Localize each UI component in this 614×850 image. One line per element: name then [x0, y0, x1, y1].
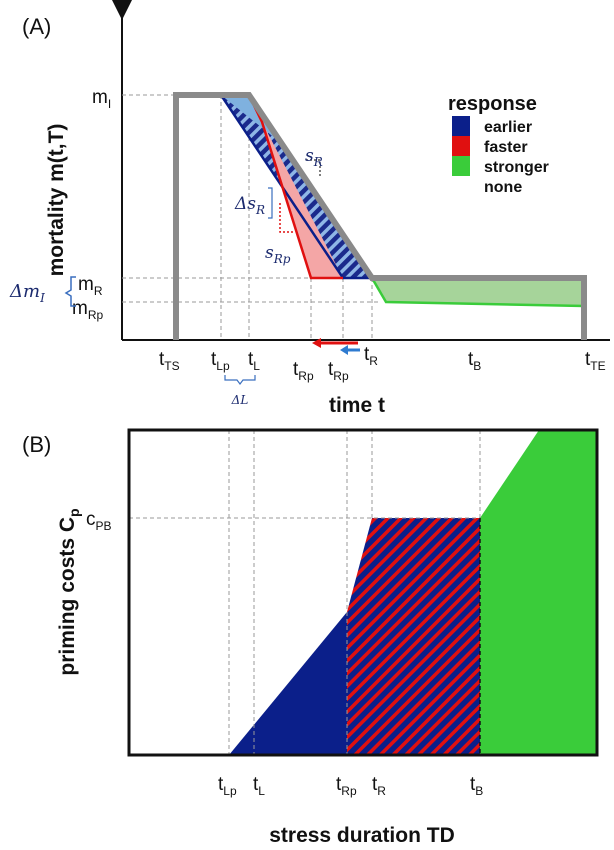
- guide-lines-b: [129, 430, 481, 755]
- stronger-line: [370, 277, 585, 308]
- legend: response earlier faster stronger none: [448, 93, 549, 196]
- panel-b-label: (B): [22, 432, 51, 457]
- b-tL-label: tL: [253, 774, 265, 798]
- b-tB-label: tB: [470, 774, 483, 798]
- b-tLp-label: tLp: [218, 774, 237, 798]
- tTS-label: tTS: [159, 349, 180, 373]
- panel-b-ylabel: priming costs Cp: [56, 508, 82, 675]
- legend-label-earlier: earlier: [484, 119, 532, 136]
- panel-a-ylabel: mortality m(t,T): [45, 124, 68, 277]
- delta-sR-label: ΔsR: [234, 194, 265, 217]
- stronger-region: [480, 430, 597, 755]
- tB-label: tB: [468, 349, 481, 373]
- panel-a-label: (A): [22, 14, 51, 39]
- faster-arrow-head: [312, 338, 321, 348]
- delta-sR-bracket: [268, 187, 273, 219]
- sR-slope-marker: [306, 159, 321, 178]
- delta-L-bracket: [224, 375, 256, 385]
- guide-lines-a: [122, 94, 378, 340]
- panel-b: (B) priming costs Cp cPB tLp tL tRp tR t…: [22, 428, 599, 847]
- cPB-label: cPB: [86, 509, 112, 533]
- panel-b-frame: [127, 428, 599, 757]
- tRp-red-label: tRp: [293, 359, 314, 383]
- tLp-label: tLp: [211, 349, 230, 373]
- reference-curve: [173, 92, 587, 340]
- tTE-label: tTE: [585, 349, 606, 373]
- b-tR-label: tR: [372, 774, 386, 798]
- tL-label: tL: [248, 349, 260, 373]
- tRp-blue-label: tRp: [328, 359, 349, 383]
- panel-a-xlabel: time t: [329, 394, 385, 417]
- legend-label-faster: faster: [484, 139, 528, 156]
- earlier-region: [229, 612, 347, 755]
- panel-b-xlabel: stress duration TD: [269, 824, 455, 847]
- mR-label: mR: [78, 274, 103, 298]
- sRp-label: sRp: [265, 243, 291, 266]
- stronger-area: [372, 278, 584, 306]
- legend-label-stronger: stronger: [484, 159, 549, 176]
- legend-title: response: [448, 93, 537, 115]
- panel-a: (A) sR ΔsR sRp: [9, 0, 610, 417]
- legend-swatch-faster: [452, 136, 470, 156]
- earlier-faster-region: [347, 518, 480, 755]
- earlier-arrow-head: [340, 345, 348, 355]
- delta-L-label: ΔL: [231, 393, 249, 407]
- tR-label: tR: [364, 344, 378, 368]
- delta-m-bracket: [64, 276, 76, 307]
- mI-label: mI: [92, 87, 111, 111]
- earlier-hatched-area: [221, 95, 372, 278]
- faster-area: [262, 122, 343, 278]
- mRp-label: mRp: [72, 298, 103, 322]
- sRp-slope-marker: [279, 203, 295, 233]
- b-tRp-label: tRp: [336, 774, 357, 798]
- legend-label-none: none: [484, 179, 522, 196]
- delta-m-label: ΔmI: [9, 281, 45, 305]
- legend-swatch-earlier: [452, 116, 470, 136]
- sR-label: sR: [305, 146, 323, 169]
- legend-swatch-stronger: [452, 156, 470, 176]
